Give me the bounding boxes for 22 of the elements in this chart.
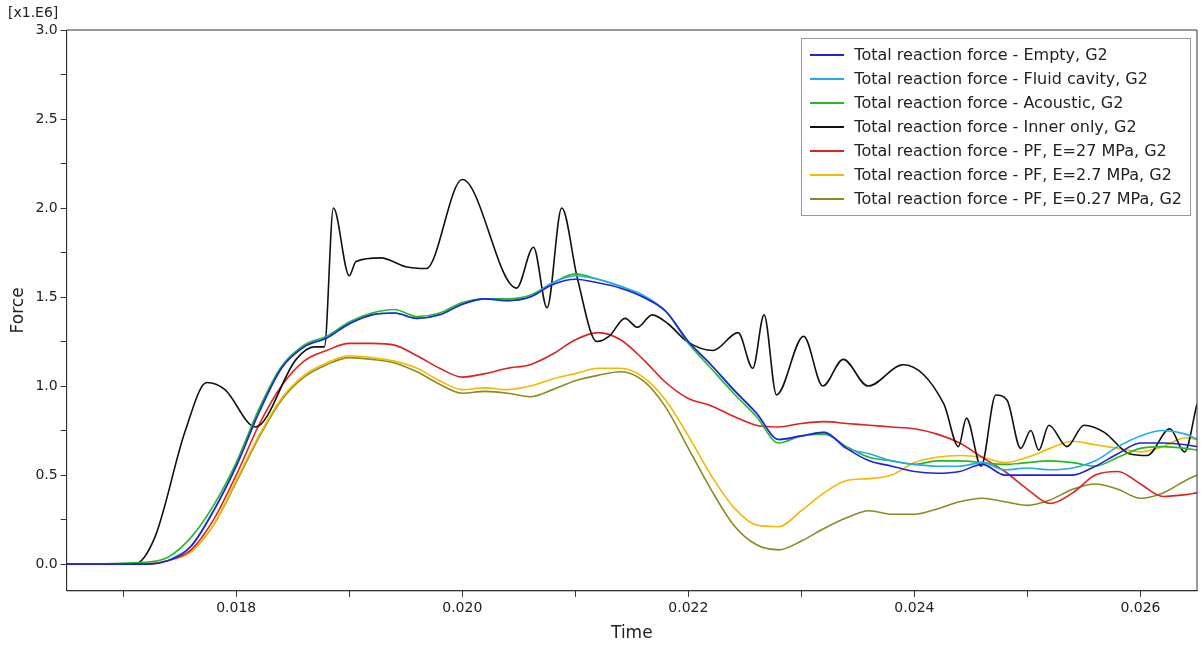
legend-label: Total reaction force - PF, E=0.27 MPa, G2 — [854, 188, 1182, 210]
legend-label: Total reaction force - PF, E=27 MPa, G2 — [854, 140, 1167, 162]
x-tick-label: 0.024 — [894, 598, 935, 615]
y-tick-label: 0.0 — [35, 554, 58, 571]
x-tick-label: 0.022 — [668, 598, 709, 615]
y-axis-title: Force — [6, 287, 27, 334]
legend-label: Total reaction force - Fluid cavity, G2 — [854, 68, 1148, 90]
y-tick-label: 3.0 — [35, 20, 58, 37]
y-tick-label: 0.5 — [35, 465, 58, 482]
y-tick-label: 1.0 — [35, 376, 58, 393]
x-axis-title: Time — [610, 622, 653, 643]
text: [x1.E6] — [8, 4, 59, 20]
legend-label: Total reaction force - Acoustic, G2 — [854, 92, 1124, 114]
y-tick-label: 2.0 — [35, 198, 58, 215]
legend-label: Total reaction force - Empty, G2 — [854, 44, 1108, 66]
x-tick-label: 0.018 — [216, 598, 257, 615]
x-tick-label: 0.020 — [442, 598, 483, 615]
legend-label: Total reaction force - PF, E=2.7 MPa, G2 — [854, 164, 1172, 186]
legend-label: Total reaction force - Inner only, G2 — [854, 116, 1137, 138]
x-tick-label: 0.026 — [1120, 598, 1161, 615]
y-tick-label: 1.5 — [35, 287, 58, 304]
y-tick-label: 2.5 — [35, 109, 58, 126]
